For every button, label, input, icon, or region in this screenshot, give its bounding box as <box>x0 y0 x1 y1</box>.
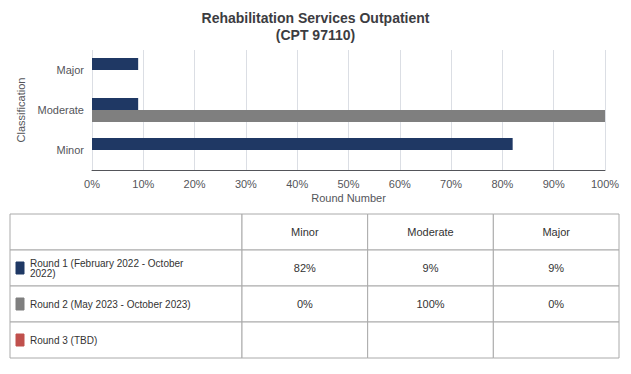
svg-text:9%: 9% <box>548 262 564 274</box>
svg-text:Moderate: Moderate <box>407 226 453 238</box>
svg-text:0%: 0% <box>84 178 100 190</box>
svg-text:90%: 90% <box>543 178 565 190</box>
svg-text:30%: 30% <box>235 178 257 190</box>
svg-text:Round Number: Round Number <box>311 192 386 204</box>
svg-text:(CPT 97110): (CPT 97110) <box>276 27 355 43</box>
svg-text:Rehabilitation Services Outpat: Rehabilitation Services Outpatient <box>202 10 430 26</box>
svg-text:70%: 70% <box>440 178 462 190</box>
svg-text:Round 3 (TBD): Round 3 (TBD) <box>30 335 97 346</box>
svg-text:50%: 50% <box>337 178 359 190</box>
svg-text:Major: Major <box>542 226 570 238</box>
svg-text:82%: 82% <box>294 262 316 274</box>
svg-text:Minor: Minor <box>291 226 319 238</box>
svg-text:0%: 0% <box>297 298 313 310</box>
svg-text:Major: Major <box>56 64 84 76</box>
svg-text:Moderate: Moderate <box>38 104 84 116</box>
svg-text:Round 1 (February 2022 - Octob: Round 1 (February 2022 - October <box>30 257 184 269</box>
svg-text:Classification: Classification <box>15 78 27 143</box>
svg-text:20%: 20% <box>184 178 206 190</box>
svg-text:0%: 0% <box>548 298 564 310</box>
svg-text:2022): 2022) <box>30 268 56 279</box>
svg-text:60%: 60% <box>389 178 411 190</box>
svg-text:80%: 80% <box>491 178 513 190</box>
svg-text:9%: 9% <box>423 262 439 274</box>
svg-text:40%: 40% <box>286 178 308 190</box>
svg-text:100%: 100% <box>416 298 444 310</box>
svg-text:10%: 10% <box>132 178 154 190</box>
svg-text:100%: 100% <box>591 178 619 190</box>
svg-text:Minor: Minor <box>56 144 84 156</box>
svg-text:Round 2 (May 2023 - October 20: Round 2 (May 2023 - October 2023) <box>30 299 191 310</box>
